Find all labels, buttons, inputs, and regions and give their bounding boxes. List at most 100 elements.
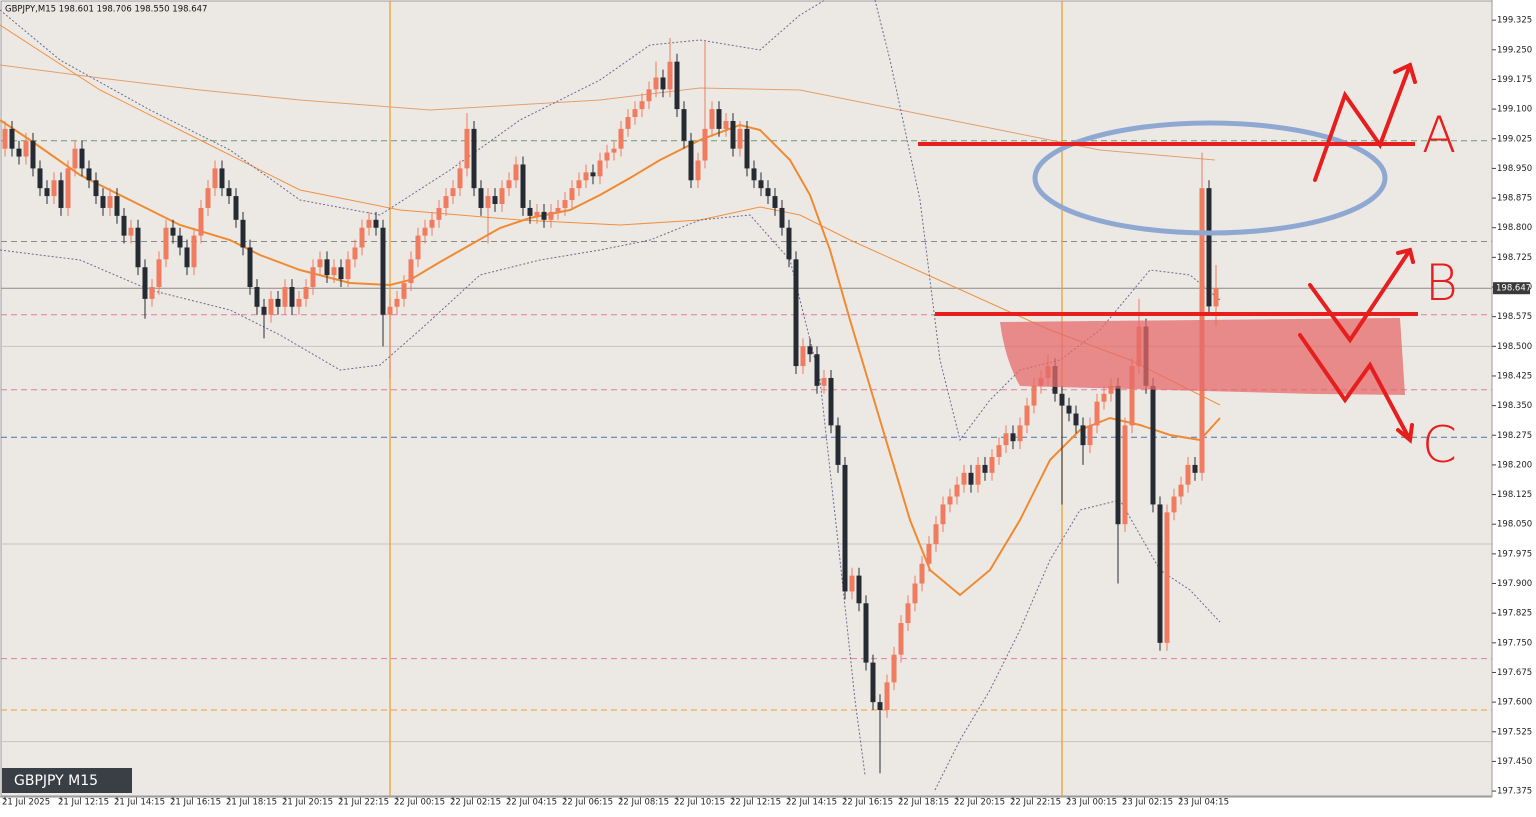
candle-body (828, 377, 834, 426)
candle-body (107, 196, 113, 208)
candle-body (345, 259, 351, 280)
candle-body (541, 211, 547, 220)
candle-body (814, 354, 820, 386)
candle-body (191, 235, 197, 268)
y-tick-label: 198.050 (1497, 520, 1532, 530)
candle-body (618, 128, 624, 149)
candle-body (394, 298, 400, 307)
candle-body (436, 207, 442, 220)
candle-body (443, 196, 449, 208)
candle-body (807, 346, 813, 355)
candle-body (457, 168, 463, 189)
candle-body (1192, 464, 1198, 473)
candle-body (674, 61, 680, 110)
candle-body (548, 211, 554, 220)
candle-body (576, 180, 582, 189)
candle-body (779, 207, 785, 228)
last-price-label: 198.647 (1496, 284, 1531, 294)
candle-body (121, 215, 127, 236)
candle-body (429, 219, 435, 228)
candle-body (835, 425, 841, 465)
candle-body (492, 196, 498, 204)
candle-body (597, 160, 603, 177)
y-tick-label: 197.375 (1497, 787, 1532, 797)
candle-body (485, 196, 491, 208)
y-tick-label: 199.175 (1497, 75, 1532, 85)
candle-body (1108, 385, 1114, 394)
candle-body (786, 227, 792, 260)
candle-body (9, 128, 15, 149)
y-tick-label: 198.350 (1497, 401, 1532, 411)
band-upper (0, 0, 826, 216)
candle-body (254, 287, 260, 307)
candle-body (1157, 504, 1163, 643)
candle-body (170, 227, 176, 236)
y-tick-label: 197.825 (1497, 609, 1532, 619)
x-tick-label: 23 Jul 00:15 (1066, 798, 1117, 808)
candle-body (940, 504, 946, 525)
candle-body (16, 148, 22, 157)
x-tick-label: 22 Jul 12:15 (730, 798, 781, 808)
candle-body (310, 267, 316, 288)
candle-body (1122, 425, 1128, 525)
candle-body (93, 180, 99, 197)
candle-body (1164, 512, 1170, 643)
y-tick-label: 197.675 (1497, 668, 1532, 678)
candle-body (450, 188, 456, 197)
x-tick-label: 22 Jul 18:15 (898, 798, 949, 808)
candle-body (289, 287, 295, 307)
x-tick-label: 21 Jul 22:15 (338, 798, 389, 808)
candle-body (1213, 288, 1219, 307)
candle-body (653, 77, 659, 90)
candle-body (359, 227, 365, 248)
x-tick-label: 22 Jul 10:15 (674, 798, 725, 808)
candle-body (142, 267, 148, 299)
candle-body (898, 623, 904, 655)
y-tick-label: 198.725 (1497, 253, 1532, 263)
candle-body (149, 287, 155, 299)
candle-body (961, 472, 967, 485)
y-tick-label: 198.800 (1497, 223, 1532, 233)
x-tick-label: 22 Jul 08:15 (618, 798, 669, 808)
candle-body (968, 472, 974, 485)
candle-body (1017, 425, 1023, 442)
candle-body (380, 227, 386, 315)
candle-body (716, 109, 722, 129)
candle-body (373, 219, 379, 228)
candle-body (79, 148, 85, 169)
candle-body (821, 377, 827, 386)
candle-body (422, 227, 428, 236)
candle-body (793, 259, 799, 367)
candle-body (926, 543, 932, 564)
candle-body (1115, 385, 1121, 525)
candle-body (947, 496, 953, 505)
candle-body (611, 148, 617, 153)
candle-body (1010, 433, 1016, 442)
x-tick-label: 21 Jul 20:15 (282, 798, 333, 808)
candle-body (1171, 496, 1177, 513)
candle-body (212, 168, 218, 189)
candle-body (800, 346, 806, 367)
watermark: GBPJPY M15 (14, 773, 98, 789)
candle-body (744, 128, 750, 169)
candle-body (156, 259, 162, 288)
y-tick-label: 198.575 (1497, 312, 1532, 322)
candle-body (884, 682, 890, 711)
watermark-badge (2, 768, 132, 793)
candle-body (688, 140, 694, 181)
candle-body (723, 120, 729, 129)
fast-ma (0, 119, 1221, 597)
candle-body (1066, 405, 1072, 414)
band-lower (0, 214, 866, 776)
candle-body (37, 168, 43, 189)
candle-body (72, 148, 78, 169)
annotation: C (1422, 416, 1457, 474)
circle-mark (1032, 120, 1388, 236)
candle-body (562, 200, 568, 208)
arrow-c (1298, 333, 1414, 444)
candle-body (2, 128, 8, 149)
candle-body (695, 160, 701, 181)
x-tick-label: 21 Jul 2025 (2, 798, 50, 808)
drawings: A B C (918, 62, 1458, 474)
arrow-b (1308, 247, 1415, 344)
